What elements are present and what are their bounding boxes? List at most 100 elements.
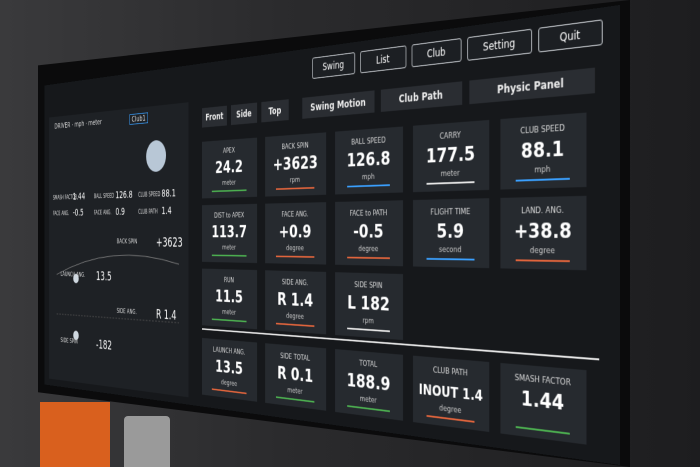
metric-underline	[211, 254, 247, 257]
metric-tile: FACE to PATH -0.5 degree	[335, 200, 404, 267]
metric-unit: mph	[534, 165, 551, 176]
metric-unit: second	[438, 245, 462, 255]
metric-tile: CARRY 177.5 meter	[412, 119, 490, 193]
metric-underline	[347, 256, 390, 260]
stat-value: 1.44	[72, 191, 86, 203]
metric-tile: DIST to APEX 113.7 meter	[202, 203, 258, 264]
metric-tile: LAUNCH ANG. 13.5 degree	[202, 337, 258, 402]
view-tab[interactable]: Front	[202, 105, 227, 128]
stat-label: FACE ANG.	[52, 210, 70, 217]
metric-tile: CLUB PATH INOUT 1.4 degree	[412, 355, 490, 432]
metric-underline	[347, 184, 390, 188]
metric-label: LAND. ANG.	[521, 206, 564, 217]
club-info: DRIVER · mph · meter	[54, 117, 102, 131]
readout-label: SIDE ANG.	[116, 307, 137, 317]
header-button[interactable]: List	[360, 45, 407, 74]
metric-value: 113.7	[211, 222, 247, 242]
metric-underline	[347, 327, 390, 333]
metric-label: BALL SPEED	[351, 136, 386, 148]
metric-unit: meter	[222, 308, 236, 317]
metric-tile: BACK SPIN +3623 rpm	[265, 132, 327, 197]
header-button[interactable]: Swing	[312, 52, 356, 79]
header-button[interactable]: Club	[411, 38, 462, 68]
metric-underline	[515, 426, 570, 435]
stat-label: FACE ANG.	[93, 209, 112, 216]
view-tab[interactable]: Club Path	[380, 81, 463, 112]
metric-tile: APEX 24.2 meter	[202, 137, 258, 199]
metric-value: 11.5	[215, 287, 243, 308]
metric-value: 177.5	[425, 142, 476, 168]
metric-label: DIST to APEX	[214, 211, 245, 220]
metric-label: SIDE SPIN	[354, 281, 383, 291]
cup	[124, 416, 170, 467]
metric-value: 24.2	[215, 157, 243, 178]
metric-tile: FLIGHT TIME 5.9 second	[412, 198, 490, 269]
view-tab[interactable]: Swing Motion	[302, 90, 375, 119]
readout-value: R 1.4	[156, 307, 177, 324]
metric-tile: SMASH FACTOR 1.44	[500, 362, 587, 445]
metric-tile: BALL SPEED 126.8 mph	[335, 126, 404, 195]
metric-label: CLUB SPEED	[520, 123, 565, 137]
left-panel: DRIVER · mph · meter Club1 SMASH FACTOR 1…	[49, 102, 189, 398]
metric-value: 126.8	[346, 148, 391, 172]
metric-label: BACK SPIN	[281, 141, 309, 152]
metric-label: FACE to PATH	[349, 209, 388, 219]
header-button[interactable]: Quit	[538, 19, 603, 53]
stat-value: -0.5	[72, 207, 84, 219]
metric-unit: degree	[286, 312, 304, 322]
metric-value: 88.1	[520, 137, 565, 164]
metric-tile: SIDE TOTAL R 0.1 meter	[265, 343, 327, 411]
metric-unit: meter	[222, 244, 236, 252]
stat-value: 126.8	[115, 189, 133, 202]
metric-tile: SIDE ANG. R 1.4 degree	[265, 270, 327, 335]
metric-tile: LAND. ANG. +38.8 degree	[500, 195, 587, 271]
ball-view	[146, 139, 167, 173]
readout-label: BACK SPIN	[116, 238, 138, 246]
metric-label: CARRY	[439, 131, 461, 142]
metric-underline	[426, 257, 475, 261]
stat-label: BALL SPEED	[93, 192, 114, 200]
stat-value: 88.1	[161, 187, 176, 200]
club-button[interactable]: Club1	[129, 112, 148, 125]
metric-label: FACE ANG.	[281, 210, 309, 220]
metric-label: FLIGHT TIME	[430, 207, 471, 218]
metric-underline	[515, 259, 570, 263]
metric-underline	[275, 396, 315, 403]
metric-tile: SIDE SPIN L 182 rpm	[335, 272, 404, 341]
metric-underline	[275, 255, 315, 258]
metric-underline	[211, 388, 247, 395]
header-button[interactable]: Setting	[467, 28, 532, 61]
readout-value: 13.5	[95, 269, 112, 285]
metric-value: L 182	[347, 292, 390, 316]
metric-underline	[426, 181, 475, 185]
stat-label: CLUB SPEED	[138, 191, 161, 199]
view-tab[interactable]: Side	[230, 102, 258, 126]
metric-tile: CLUB SPEED 88.1 mph	[500, 112, 587, 190]
metric-tile: FACE ANG. +0.9 degree	[265, 202, 327, 265]
readout-label: LAUNCH ANG.	[60, 271, 86, 279]
metric-unit: rpm	[289, 176, 301, 185]
metric-underline	[211, 189, 247, 193]
metric-value: +3623	[272, 152, 318, 176]
stat-label: CLUB PATH	[138, 208, 158, 216]
metric-value: -0.5	[353, 221, 384, 243]
metric-unit: meter	[222, 179, 236, 188]
metric-value: 1.44	[520, 387, 565, 416]
metric-unit: mph	[361, 172, 375, 182]
readout-value: +3623	[156, 235, 183, 251]
metric-tile: RUN 11.5 meter	[202, 268, 258, 330]
metric-unit: degree	[286, 244, 304, 253]
metric-underline	[211, 318, 247, 323]
metric-label: SIDE ANG.	[281, 278, 309, 288]
metric-underline	[275, 186, 315, 190]
view-tab[interactable]: Physic Panel	[469, 67, 595, 105]
readout-value: -182	[95, 337, 112, 354]
metric-label: CLUB PATH	[433, 366, 468, 379]
metric-value: +38.8	[513, 219, 572, 244]
view-tab[interactable]: Top	[261, 99, 289, 123]
metric-label: APEX	[222, 146, 235, 156]
metric-underline	[275, 322, 315, 327]
metric-label: RUN	[223, 276, 234, 285]
ball	[146, 139, 167, 173]
